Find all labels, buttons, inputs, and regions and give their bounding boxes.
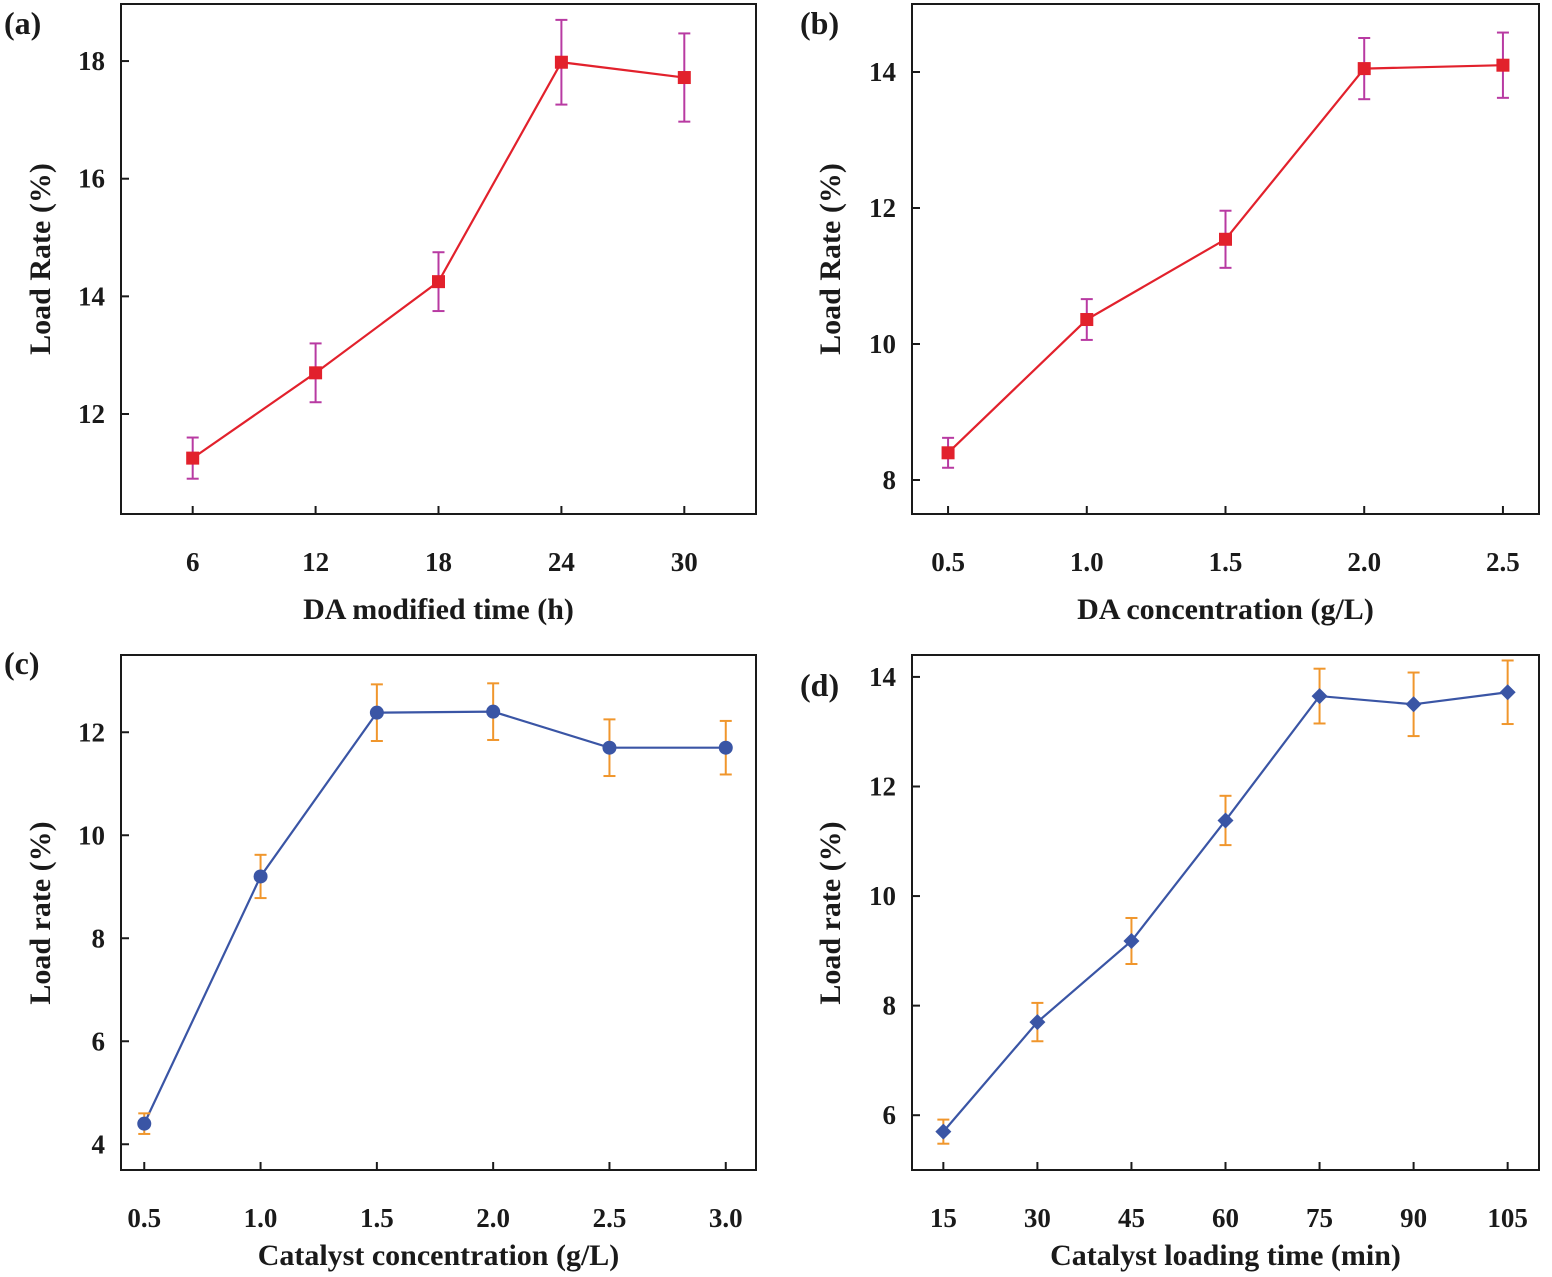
y-axis-label: Load rate (%) [24,821,57,1004]
data-point [1080,313,1094,327]
x-tick-label: 2.0 [1347,547,1381,577]
x-tick-label: 30 [671,547,698,577]
x-tick-label: 6 [186,547,200,577]
data-point [935,1123,952,1140]
data-point [1029,1014,1046,1031]
y-tick-label: 6 [883,1100,897,1130]
plot-frame [911,654,1540,1171]
chart-panel-4: 15 30 45 60 75 90 105 6 8 10 12 14 Catalyst loading … [800,654,1540,1272]
x-tick-label: 24 [548,547,575,577]
chart-panel-1: 6 12 18 24 30 12 14 16 18 DA modified time (h) Loa… [4,3,757,626]
panel-label: (c) [4,645,40,681]
data-point [1496,58,1510,72]
series-line [143,710,726,1125]
y-axis-label: Load rate (%) [814,821,847,1004]
panel-label: (a) [4,5,41,41]
y-tick-label: 10 [869,329,896,359]
x-axis-label: Catalyst concentration (g/L) [258,1239,620,1272]
x-tick-label: 1.5 [360,1203,394,1233]
y-tick-label: 8 [883,991,897,1021]
data-point [253,869,268,884]
data-point [1499,684,1516,701]
y-tick-label: 14 [78,281,105,311]
x-tick-label: 105 [1487,1203,1528,1233]
data-point [602,740,617,755]
y-tick-label: 14 [869,662,896,692]
x-tick-label: 1.0 [244,1203,278,1233]
x-tick-label: 15 [930,1203,957,1233]
data-point [1405,696,1422,713]
y-tick-label: 8 [883,465,897,495]
x-tick-label: 45 [1118,1203,1145,1233]
data-point [718,740,733,755]
series-line [942,691,1508,1133]
x-axis-label: DA concentration (g/L) [1077,593,1374,626]
data-point [677,71,691,85]
y-axis-label: Load Rate (%) [814,163,847,355]
data-point [1123,932,1140,949]
data-point [554,55,568,69]
x-tick-label: 2.5 [1486,547,1520,577]
y-tick-label: 12 [869,771,896,801]
data-point [369,705,384,720]
data-point [186,451,200,465]
chart-panel-2: 0.5 1.0 1.5 2.0 2.5 8 10 12 14 DA concentration (… [800,3,1540,626]
data-point [1219,232,1232,246]
y-tick-label: 18 [78,46,105,76]
x-tick-label: 75 [1306,1203,1333,1233]
x-tick-label: 3.0 [709,1203,743,1233]
x-tick-label: 1.0 [1070,547,1104,577]
x-axis-label: Catalyst loading time (min) [1050,1239,1401,1272]
x-tick-label: 12 [302,547,329,577]
data-point [309,366,323,380]
data-point [137,1116,152,1131]
panel-label: (b) [800,5,839,41]
x-tick-label: 60 [1212,1203,1239,1233]
y-tick-label: 12 [78,399,105,429]
x-tick-label: 2.0 [476,1203,510,1233]
x-axis-label: DA modified time (h) [303,593,574,626]
chart-panel-3: 0.5 1.0 1.5 2.0 2.5 3.0 4 6 8 10 12 Catalyst concen… [4,645,757,1272]
y-axis-label: Load Rate (%) [24,163,57,355]
x-tick-label: 18 [425,547,452,577]
y-tick-label: 8 [92,923,106,953]
x-tick-label: 0.5 [127,1203,161,1233]
panel-label: (d) [800,667,839,703]
x-tick-label: 2.5 [593,1203,627,1233]
data-point [1217,812,1234,829]
x-tick-label: 0.5 [931,547,965,577]
x-tick-label: 30 [1024,1203,1051,1233]
y-tick-label: 6 [92,1026,106,1056]
y-tick-label: 10 [869,881,896,911]
plot-frame [120,654,757,1171]
y-tick-label: 14 [869,57,896,87]
y-tick-label: 16 [78,164,105,194]
data-point [432,275,445,289]
y-tick-label: 12 [869,193,896,223]
y-tick-label: 12 [78,717,105,747]
x-tick-label: 90 [1400,1203,1427,1233]
data-point [1311,688,1328,705]
y-tick-label: 10 [78,820,105,850]
y-tick-label: 4 [92,1129,106,1159]
x-tick-label: 1.5 [1209,547,1243,577]
data-point [941,446,955,460]
data-point [1357,62,1371,76]
data-point [486,704,501,719]
